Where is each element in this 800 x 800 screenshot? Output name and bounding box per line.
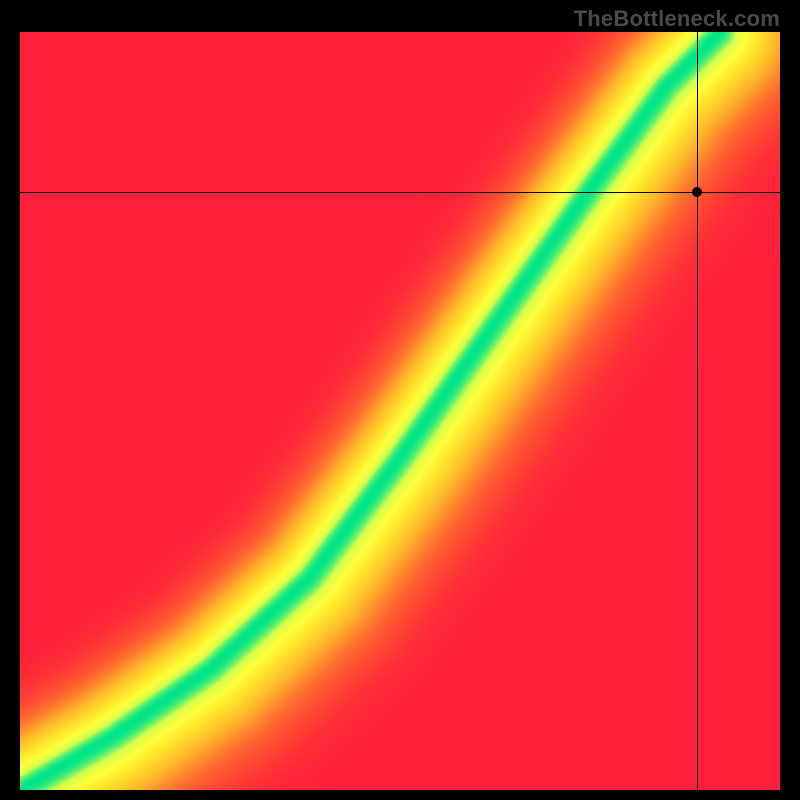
bottleneck-heatmap (20, 32, 780, 790)
watermark-text: TheBottleneck.com (574, 6, 780, 32)
figure-container: TheBottleneck.com (0, 0, 800, 800)
